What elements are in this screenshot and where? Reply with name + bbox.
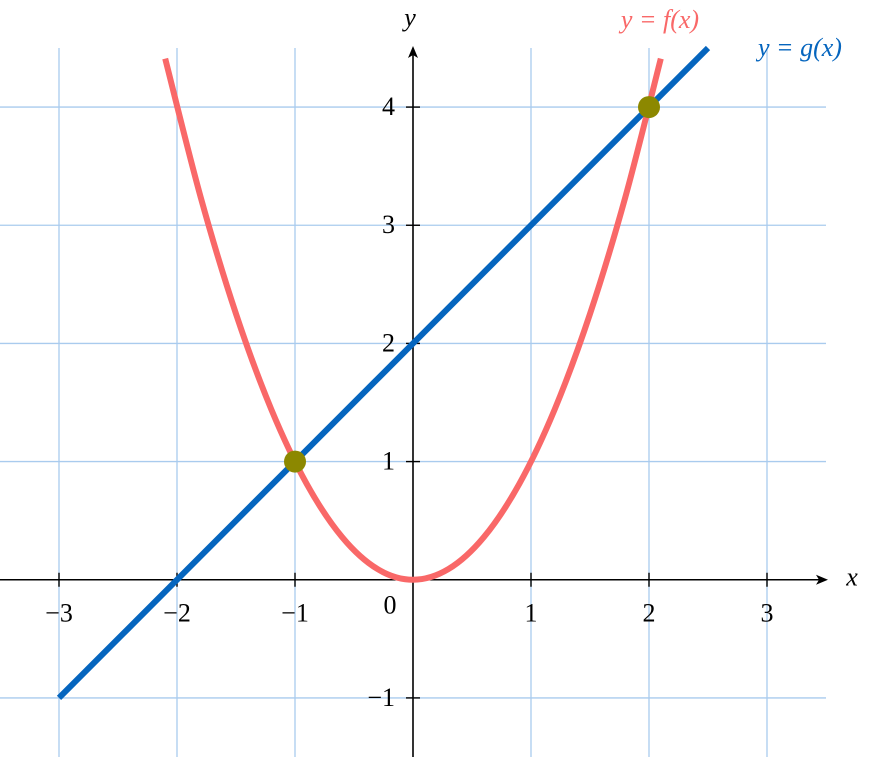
- x-tick-label: 2: [643, 599, 656, 628]
- origin-label: 0: [384, 591, 397, 620]
- x-tick-label: 3: [761, 599, 774, 628]
- x-tick-label: −1: [281, 599, 309, 628]
- x-axis-label: x: [845, 563, 858, 592]
- x-tick-label: 1: [525, 599, 538, 628]
- y-axis-label: y: [401, 3, 416, 32]
- y-axis-arrow: [408, 46, 418, 58]
- y-tick-label: 3: [382, 210, 395, 239]
- x-tick-label: −2: [163, 599, 191, 628]
- curve-label: y = g(x): [755, 33, 842, 62]
- x-tick-label: −3: [45, 599, 73, 628]
- y-tick-label: 1: [382, 447, 395, 476]
- x-axis-arrow: [816, 574, 828, 585]
- intersection-point: [284, 450, 306, 473]
- y-tick-label: 2: [382, 328, 395, 357]
- y-tick-label: 4: [382, 92, 395, 121]
- curve-label: y = f(x): [618, 5, 699, 34]
- intersection-point: [638, 96, 660, 119]
- curve: [56, 45, 711, 701]
- curve: [162, 57, 664, 583]
- y-tick-label: −1: [367, 683, 395, 712]
